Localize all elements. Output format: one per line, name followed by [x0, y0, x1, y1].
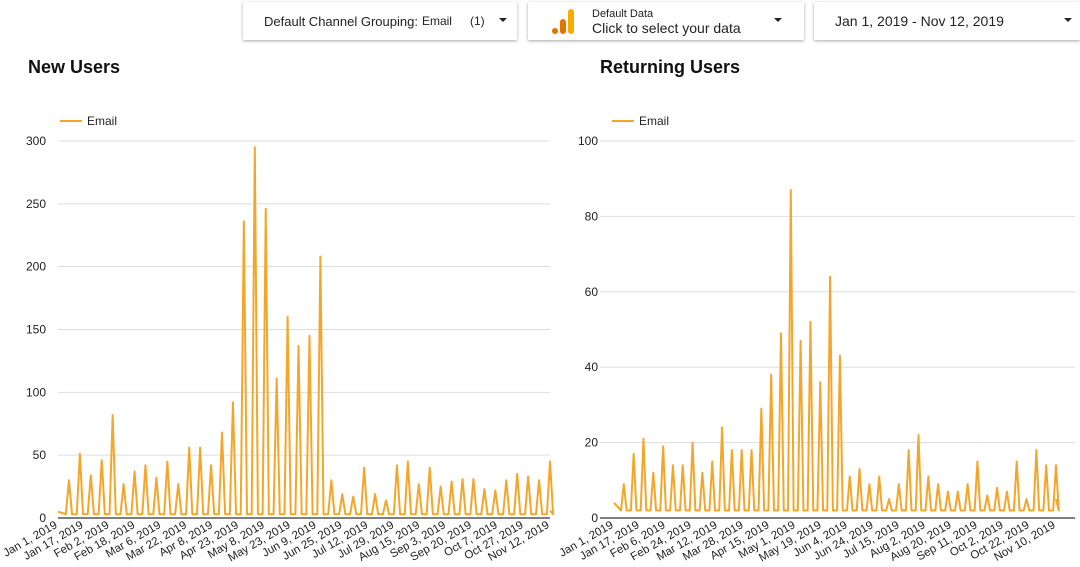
filter-label: Default Channel Grouping: — [264, 13, 418, 29]
y-tick-label: 60 — [585, 285, 599, 299]
new-users-title: New Users — [28, 57, 121, 77]
series-line-email — [57, 146, 555, 516]
data-source-selector[interactable]: Default Data Click to select your data — [528, 2, 804, 40]
series-line-email — [613, 189, 1060, 512]
y-tick-label: 200 — [26, 260, 46, 274]
legend-label: Email — [87, 114, 117, 128]
y-tick-label: 0 — [39, 511, 46, 525]
chevron-down-icon — [774, 18, 782, 22]
chevron-down-icon — [1064, 18, 1072, 22]
filter-value: Email — [421, 14, 452, 28]
y-tick-label: 100 — [578, 134, 598, 148]
date-range-value: Jan 1, 2019 - Nov 12, 2019 — [835, 13, 1004, 29]
returning-users-title: Returning Users — [600, 57, 741, 77]
data-source-label: Default Data — [592, 8, 654, 20]
y-tick-label: 300 — [26, 134, 46, 148]
analytics-logo-icon — [552, 9, 574, 34]
y-tick-label: 50 — [33, 448, 47, 462]
chevron-down-icon — [499, 18, 507, 22]
y-tick-label: 250 — [26, 197, 46, 211]
y-tick-label: 20 — [585, 436, 599, 450]
y-tick-label: 80 — [585, 209, 599, 223]
data-source-value: Click to select your data — [592, 20, 741, 36]
date-range-picker[interactable]: Jan 1, 2019 - Nov 12, 2019 — [814, 2, 1080, 40]
y-tick-label: 0 — [591, 511, 598, 525]
y-tick-label: 40 — [585, 360, 599, 374]
legend-label: Email — [639, 114, 669, 128]
channel-grouping-filter[interactable]: Default Channel Grouping: Email (1) — [243, 2, 517, 40]
filter-count: (1) — [470, 14, 485, 28]
y-tick-label: 150 — [26, 323, 46, 337]
y-tick-label: 100 — [26, 385, 46, 399]
